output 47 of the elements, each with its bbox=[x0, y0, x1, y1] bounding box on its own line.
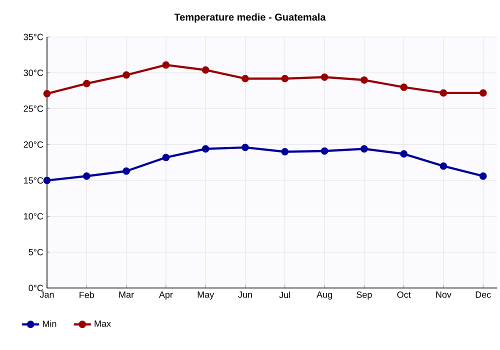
y-tick-label: 35°C bbox=[24, 34, 44, 40]
x-tick-label: Nov bbox=[436, 292, 452, 298]
point bbox=[400, 150, 408, 158]
point bbox=[479, 172, 487, 180]
x-tick-label: Apr bbox=[158, 292, 173, 300]
point bbox=[122, 167, 130, 175]
x-tick-label: Sep bbox=[356, 292, 372, 300]
x-tick-label: Dec bbox=[476, 292, 491, 298]
y-tick-label: 10°C bbox=[24, 213, 44, 220]
point bbox=[281, 148, 289, 156]
y-tick-label: 20°C bbox=[24, 141, 44, 148]
x-tick-label: Aug bbox=[316, 292, 332, 300]
point bbox=[43, 90, 51, 98]
legend-label: Max bbox=[94, 320, 111, 327]
point bbox=[82, 172, 90, 180]
point bbox=[122, 71, 130, 79]
point bbox=[440, 162, 448, 170]
legend-label: Min bbox=[42, 320, 56, 327]
x-tick-label: Jan bbox=[40, 292, 54, 298]
point bbox=[360, 145, 368, 153]
x-tick-label: Jun bbox=[238, 292, 252, 298]
point bbox=[320, 73, 328, 81]
point bbox=[202, 66, 210, 74]
point bbox=[281, 74, 289, 82]
point bbox=[440, 89, 448, 97]
point bbox=[479, 89, 487, 97]
y-tick-label: 30°C bbox=[24, 70, 44, 76]
point bbox=[82, 80, 90, 88]
point bbox=[43, 176, 51, 184]
x-tick-label: Mar bbox=[119, 292, 134, 298]
x-tick-label: May bbox=[198, 292, 214, 300]
y-tick-label: 5°C bbox=[28, 248, 44, 256]
point bbox=[162, 61, 170, 69]
point bbox=[162, 154, 170, 162]
x-tick-label: Feb bbox=[80, 292, 94, 298]
chart-title: Temperature medie - Guatemala bbox=[174, 13, 326, 23]
x-tick-label: Oct bbox=[397, 292, 411, 298]
y-tick-label: 15°C bbox=[24, 177, 44, 184]
y-tick-label: 25°C bbox=[24, 106, 44, 112]
point bbox=[202, 145, 210, 153]
point bbox=[242, 144, 249, 152]
point bbox=[400, 83, 408, 91]
y-tick-label: 0°C bbox=[28, 284, 44, 292]
point bbox=[360, 76, 368, 84]
point bbox=[242, 74, 249, 82]
point bbox=[320, 147, 328, 155]
x-tick-label: Jul bbox=[279, 292, 290, 298]
